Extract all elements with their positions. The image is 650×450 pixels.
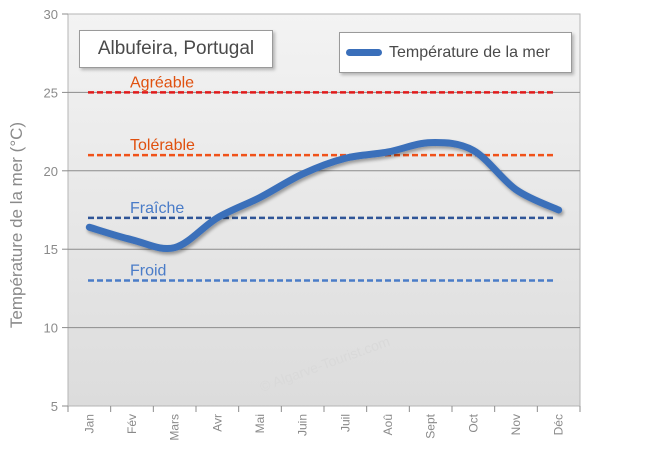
y-axis-label: Température de la mer (°C) [7,122,26,328]
legend-label: Température de la mer [389,43,550,61]
x-tick-label: Mars [168,414,182,441]
y-tick-label: 15 [44,242,58,257]
x-tick-label: Mai [253,414,267,433]
x-tick-label: Jan [82,414,96,433]
y-tick-label: 10 [44,321,58,336]
series-line [85,139,563,252]
x-tick-label: Nov [509,414,523,435]
x-tick-label: Fév [125,414,139,434]
x-ticks: Jan Fév Mars Avr Mai Juin Juil Aoû Sept Oct Nov Déc [67,406,581,441]
y-tick-label: 20 [44,164,58,179]
y-tick-label: 5 [51,399,58,414]
x-tick-label: Aoû [381,414,395,435]
threshold-label: Agréable [130,74,194,91]
plot-area [67,13,581,407]
threshold-label: Froid [130,263,166,280]
x-tick-label: Juil [338,414,352,432]
x-tick-label: Déc [552,414,566,435]
legend: Température de la mer [339,32,572,73]
threshold-lines: Agréable Tolérable Fraîche Froid [88,74,555,282]
y-ticks: 5 10 15 20 25 30 [44,7,68,414]
y-tick-label: 25 [44,85,58,100]
x-tick-label: Avr [210,414,224,432]
chart-title: Albufeira, Portugal [79,30,273,68]
x-tick-label: Juin [296,414,310,436]
y-tick-label: 30 [44,7,58,22]
threshold-label: Tolérable [130,137,195,154]
x-tick-label: Sept [424,413,438,438]
series-layer [85,139,563,252]
threshold-label: Fraîche [130,200,184,217]
legend-swatch [346,49,382,56]
x-tick-label: Oct [466,413,480,432]
